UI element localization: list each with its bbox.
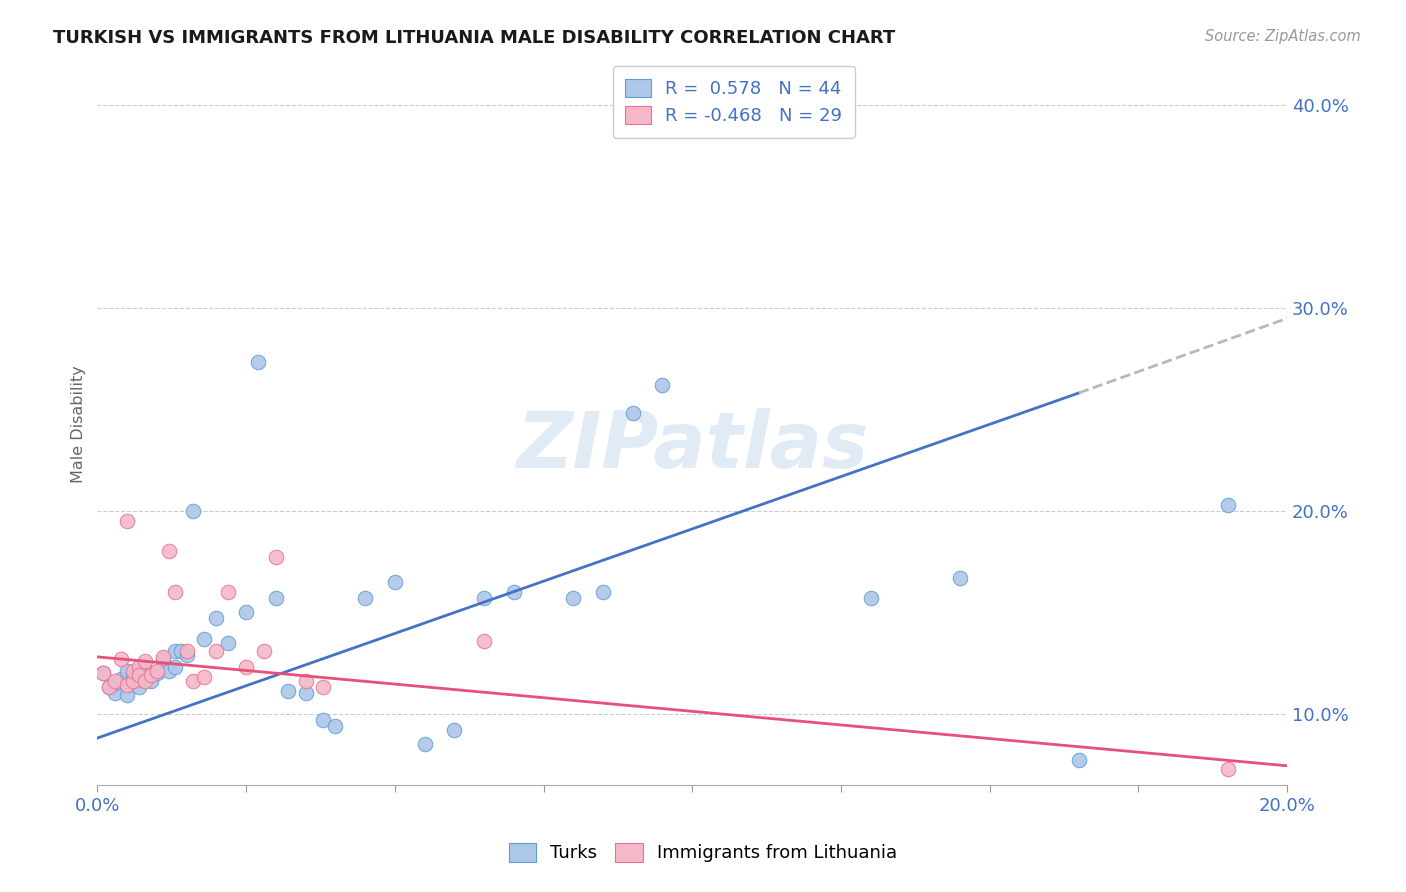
Point [181, 504, 204, 518]
Point [193, 670, 215, 684]
Point [115, 689, 138, 703]
Point [128, 668, 150, 682]
Point [152, 652, 174, 666]
Text: Source: ZipAtlas.com: Source: ZipAtlas.com [1205, 29, 1361, 44]
Legend: Turks, Immigrants from Lithuania: Turks, Immigrants from Lithuania [502, 836, 904, 870]
Point [235, 660, 257, 674]
Point [323, 719, 346, 733]
Point [384, 574, 406, 589]
Point [1216, 498, 1239, 512]
Point [115, 514, 138, 528]
Point [205, 611, 228, 625]
Point [294, 686, 316, 700]
Point [91, 666, 114, 681]
Point [1216, 762, 1239, 776]
Point [253, 644, 276, 658]
Text: TURKISH VS IMMIGRANTS FROM LITHUANIA MALE DISABILITY CORRELATION CHART: TURKISH VS IMMIGRANTS FROM LITHUANIA MAL… [53, 29, 896, 46]
Point [621, 406, 644, 420]
Point [157, 664, 180, 678]
Point [128, 660, 150, 674]
Point [176, 644, 198, 658]
Point [205, 644, 228, 658]
Point [277, 684, 299, 698]
Point [217, 635, 239, 649]
Point [312, 681, 335, 695]
Y-axis label: Male Disability: Male Disability [72, 366, 86, 483]
Point [134, 674, 156, 689]
Point [128, 672, 150, 686]
Point [264, 591, 287, 605]
Point [104, 676, 127, 690]
Point [163, 585, 186, 599]
Point [122, 674, 145, 689]
Point [443, 723, 465, 737]
Point [163, 644, 186, 658]
Legend: R =  0.578   N = 44, R = -0.468   N = 29: R = 0.578 N = 44, R = -0.468 N = 29 [613, 66, 855, 138]
Point [157, 544, 180, 558]
Point [163, 660, 186, 674]
Point [592, 585, 614, 599]
Point [134, 662, 156, 676]
Point [181, 674, 204, 689]
Point [562, 591, 585, 605]
Point [312, 713, 335, 727]
Point [146, 666, 169, 681]
Point [146, 664, 169, 678]
Point [128, 681, 150, 695]
Point [122, 664, 145, 678]
Point [176, 648, 198, 662]
Point [246, 355, 269, 369]
Point [98, 681, 121, 695]
Point [294, 674, 316, 689]
Point [115, 678, 138, 692]
Point [472, 591, 495, 605]
Point [122, 666, 145, 681]
Point [264, 550, 287, 565]
Point [217, 585, 239, 599]
Point [169, 644, 191, 658]
Point [110, 652, 132, 666]
Point [354, 591, 377, 605]
Point [413, 737, 436, 751]
Point [651, 377, 673, 392]
Point [110, 672, 132, 686]
Point [235, 605, 257, 619]
Point [104, 686, 127, 700]
Text: ZIPatlas: ZIPatlas [516, 408, 869, 484]
Point [139, 668, 162, 682]
Point [115, 664, 138, 678]
Point [91, 666, 114, 681]
Point [98, 681, 121, 695]
Point [139, 674, 162, 689]
Point [472, 633, 495, 648]
Point [859, 591, 882, 605]
Point [949, 571, 972, 585]
Point [193, 632, 215, 646]
Point [152, 649, 174, 664]
Point [502, 585, 524, 599]
Point [104, 674, 127, 689]
Point [134, 654, 156, 668]
Point [1067, 753, 1090, 767]
